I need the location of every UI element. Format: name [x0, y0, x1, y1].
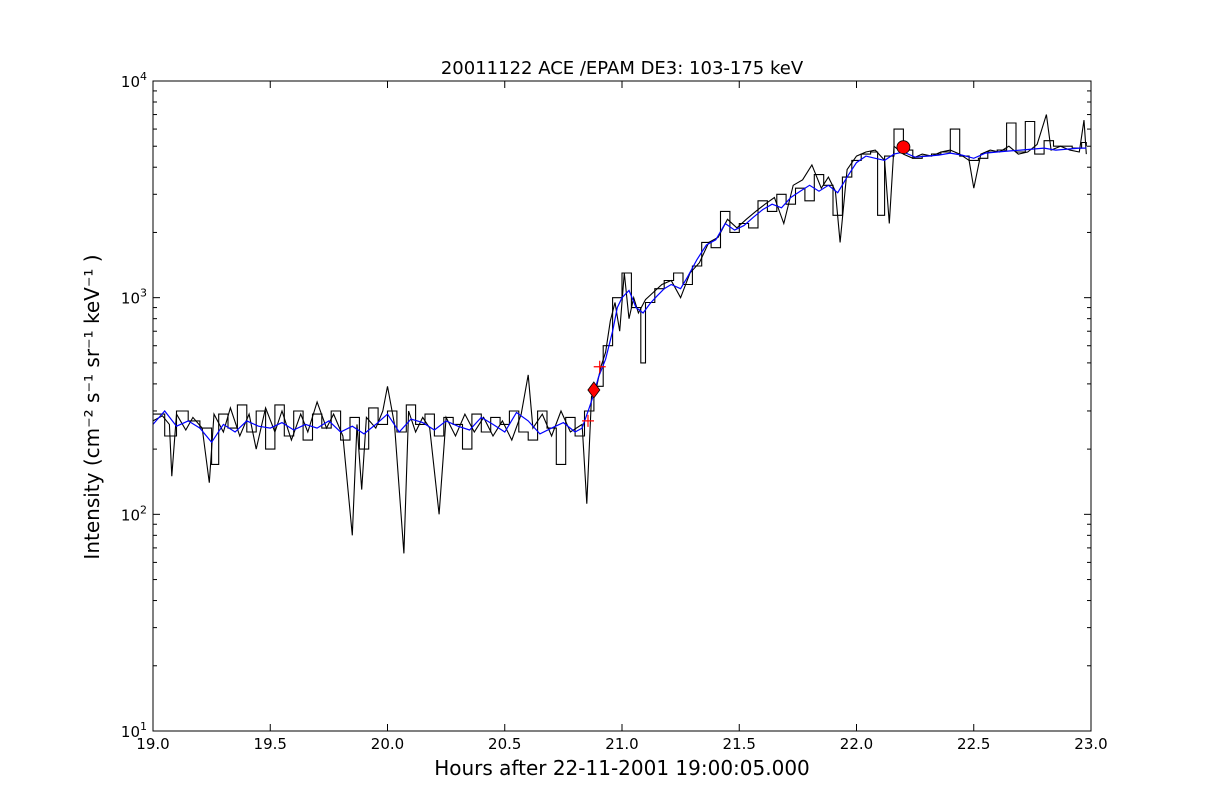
x-tick-label: 19.0 [136, 735, 169, 753]
series-line-2 [153, 147, 1087, 444]
marker-circle-3 [896, 140, 911, 155]
x-tick-label: 21.5 [723, 735, 756, 753]
x-tick-label: 21.0 [605, 735, 638, 753]
series-group [153, 114, 1087, 554]
series-line-0 [153, 114, 1087, 554]
x-tick-label: 22.0 [840, 735, 873, 753]
y-tick-label: 104 [121, 70, 147, 91]
marker-cross-1 [593, 360, 606, 373]
plot-area [152, 80, 1092, 732]
x-tick-label: 20.0 [371, 735, 404, 753]
x-tick-label: 23.0 [1074, 735, 1107, 753]
plot-frame [152, 80, 1092, 732]
y-axis-label: Intensity (cm⁻² s⁻¹ sr⁻¹ keV⁻¹ ) [80, 254, 104, 559]
x-tick-label: 20.5 [488, 735, 521, 753]
y-tick-label: 101 [121, 720, 147, 741]
y-tick-label: 103 [121, 287, 147, 308]
series-line-1 [153, 120, 1087, 465]
axis-ticks: 19.0 19.5 20.0 20.5 21.0 21.5 22.0 22.5 23.0 101 1… [121, 70, 1108, 753]
marker-cross-0 [581, 414, 594, 427]
y-tick-label: 102 [121, 503, 147, 524]
x-tick-label: 19.5 [254, 735, 287, 753]
x-tick-label: 22.5 [957, 735, 990, 753]
marker-diamond-2 [587, 381, 601, 399]
x-axis-label: Hours after 22-11-2001 19:00:05.000 [434, 756, 810, 780]
chart-title: 20011122 ACE /EPAM DE3: 103-175 keV [441, 58, 804, 79]
